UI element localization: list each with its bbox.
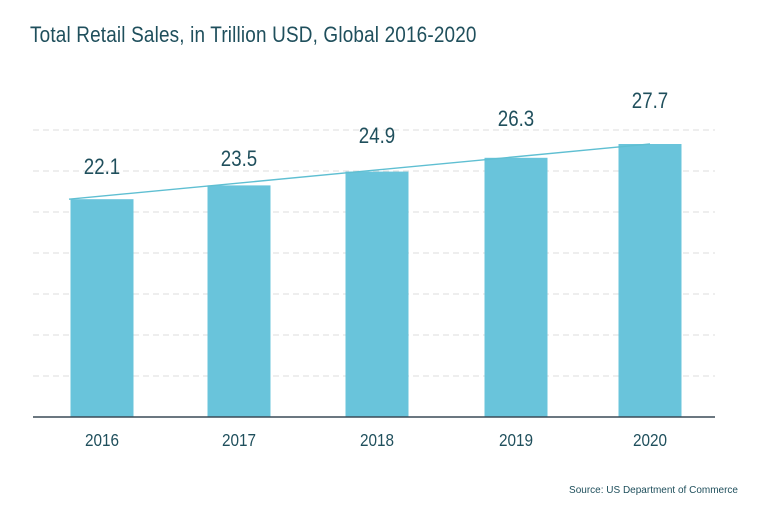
source-note: Source: US Department of Commerce [569,485,738,496]
bar-2017 [207,185,271,417]
bars [70,144,682,417]
value-label-2017: 23.5 [221,148,257,172]
bar-2018 [345,171,409,417]
trend-line [68,143,651,200]
value-label-2020: 27.7 [632,90,668,114]
bar-2019 [484,157,548,417]
value-label-2018: 24.9 [359,125,395,149]
trend-line-group [68,143,651,200]
x-tick-label-2017: 2017 [222,430,256,450]
x-tick-labels: 2016 2017 2018 2019 2020 [85,430,667,450]
x-tick-label-2016: 2016 [85,430,119,450]
value-labels: 22.1 23.5 24.9 26.3 27.7 [84,90,668,180]
bar-2020 [618,144,682,417]
x-tick-label-2019: 2019 [499,430,533,450]
x-tick-label-2018: 2018 [360,430,394,450]
chart-title: Total Retail Sales, in Trillion USD, Glo… [30,22,477,47]
value-label-2016: 22.1 [84,156,120,180]
x-tick-label-2020: 2020 [633,430,667,450]
bar-2016 [70,199,134,417]
value-label-2019: 26.3 [498,108,534,132]
